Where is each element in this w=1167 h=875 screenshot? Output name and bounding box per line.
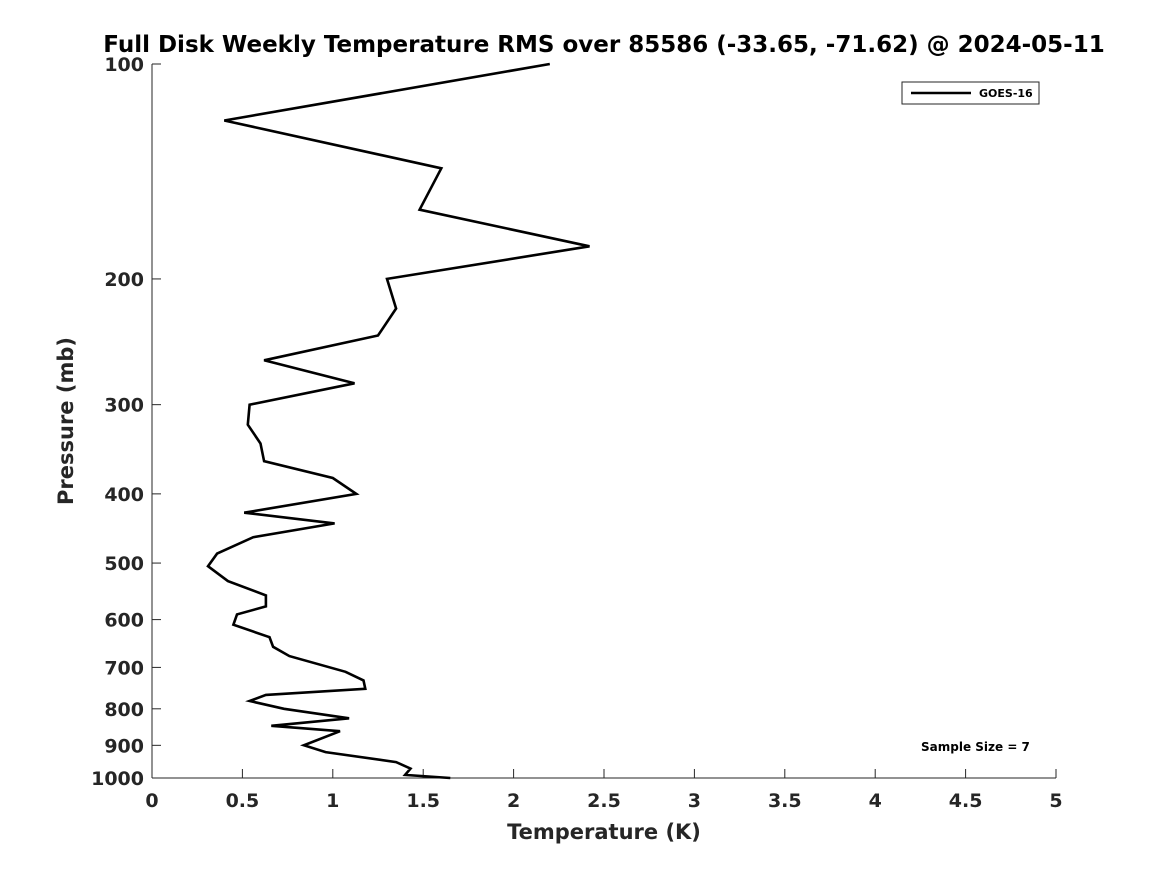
x-tick-label: 5 xyxy=(1049,790,1062,812)
y-tick-label: 400 xyxy=(104,484,144,506)
y-tick-label: 300 xyxy=(104,395,144,417)
x-tick-label: 1 xyxy=(326,790,339,812)
chart-title: Full Disk Weekly Temperature RMS over 85… xyxy=(103,32,1105,58)
legend-label: GOES-16 xyxy=(979,87,1033,100)
y-tick-label: 800 xyxy=(104,699,144,721)
y-tick-label: 600 xyxy=(104,610,144,632)
y-axis-label: Pressure (mb) xyxy=(54,337,78,505)
x-tick-label: 3 xyxy=(688,790,701,812)
y-tick-label: 1000 xyxy=(91,768,144,790)
y-axis-ticks: 100 200 300 400 500 600 700 800 900 1000 xyxy=(91,54,161,790)
x-tick-label: 0 xyxy=(145,790,158,812)
x-tick-label: 4.5 xyxy=(949,790,983,812)
legend: GOES-16 xyxy=(901,81,1040,105)
y-tick-label: 200 xyxy=(104,269,144,291)
x-tick-label: 3.5 xyxy=(768,790,802,812)
x-axis-label: Temperature (K) xyxy=(507,820,701,844)
x-axis-ticks: 0 0.5 1 1.5 2 2.5 3 3.5 4 4.5 5 xyxy=(145,769,1063,812)
x-tick-label: 2 xyxy=(507,790,520,812)
y-tick-label: 500 xyxy=(104,553,144,575)
y-tick-label: 900 xyxy=(104,735,144,757)
plot-area xyxy=(152,64,1056,778)
x-tick-label: 0.5 xyxy=(226,790,260,812)
y-tick-label: 700 xyxy=(104,657,144,679)
y-tick-label: 100 xyxy=(104,54,144,76)
x-tick-label: 4 xyxy=(869,790,882,812)
x-tick-label: 1.5 xyxy=(406,790,440,812)
sample-size-annotation: Sample Size = 7 xyxy=(921,740,1030,754)
x-tick-label: 2.5 xyxy=(587,790,621,812)
series-line-goes-16 xyxy=(206,62,590,780)
